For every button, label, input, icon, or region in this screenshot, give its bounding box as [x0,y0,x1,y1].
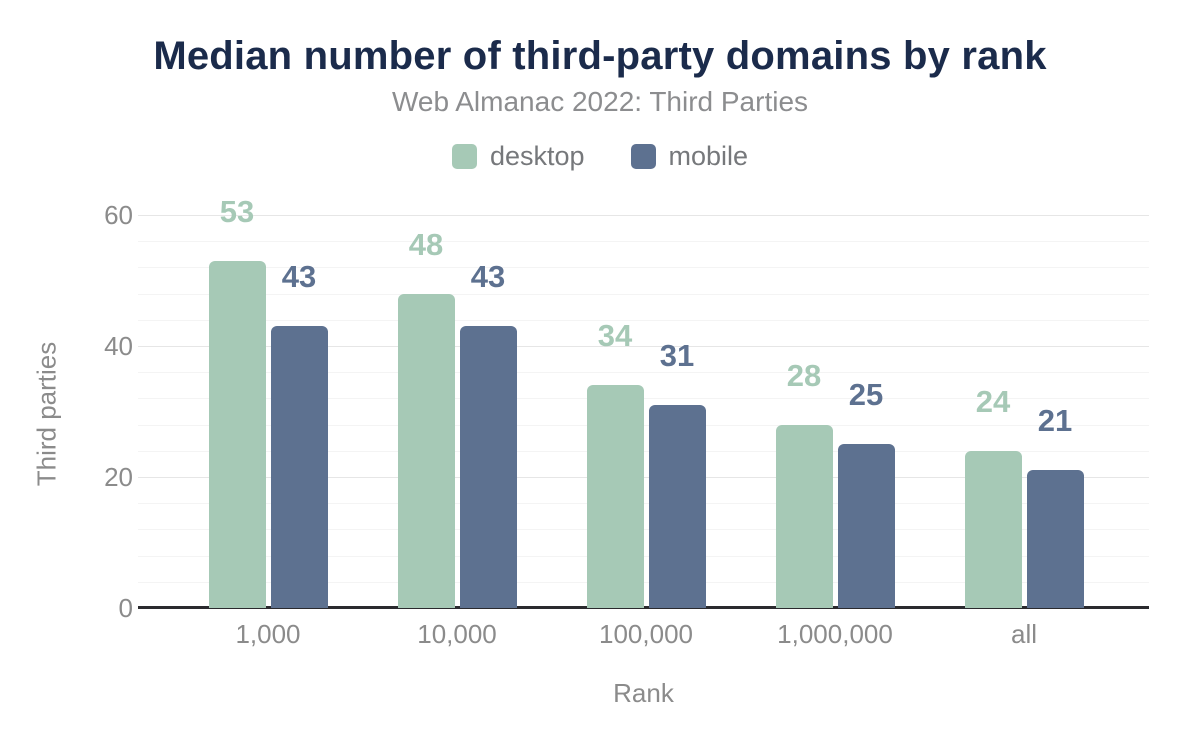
bar-mobile-100-000 [648,404,706,608]
chart-title: Median number of third-party domains by … [153,34,1047,78]
x-axis-tick-label-100-000: 100,000 [599,619,693,649]
minor-gridline [138,372,1149,374]
x-axis-tick-label-1-000: 1,000 [235,619,301,649]
data-label-mobile-all: 21 [1037,403,1073,439]
minor-gridline [138,529,1149,531]
minor-gridline [138,503,1149,505]
legend-swatch-mobile [630,144,656,169]
minor-gridline [138,319,1149,321]
data-label-mobile-1-000: 43 [281,259,317,295]
x-axis-title: Rank [613,678,674,708]
y-axis-title: Third parties [31,341,62,487]
bar-desktop-1-000 [208,260,266,608]
minor-gridline [138,241,1149,243]
y-axis-tick-label: 20 [104,462,133,492]
data-label-mobile-100-000: 31 [659,337,695,373]
legend: desktop mobile [0,141,1200,172]
x-axis-line [138,606,1149,609]
data-label-mobile-10-000: 43 [470,259,506,295]
data-label-mobile-1-000-000: 25 [848,377,884,413]
legend-item-label: desktop [489,141,585,171]
minor-gridline [138,555,1149,557]
minor-gridline [138,293,1149,295]
major-gridline [138,215,1149,216]
x-axis-tick-label-10-000: 10,000 [417,619,497,649]
data-label-desktop-all: 24 [975,383,1011,419]
y-axis-tick-label: 40 [104,331,133,361]
data-label-desktop-100-000: 34 [597,318,633,354]
data-label-desktop-10-000: 48 [408,226,444,262]
bar-desktop-1-000-000 [775,424,833,608]
bar-mobile-1-000-000 [837,444,895,608]
y-axis-tick-label: 0 [118,593,133,623]
x-axis-tick-label-1-000-000: 1,000,000 [777,619,893,649]
legend-item-desktop[interactable]: desktop [451,141,585,172]
data-label-desktop-1-000-000: 28 [786,357,822,393]
bar-mobile-1-000 [270,326,328,608]
bar-desktop-10-000 [397,293,455,608]
y-axis-tick-label: 60 [104,200,133,230]
minor-gridline [138,450,1149,452]
legend-swatch-desktop [451,144,477,169]
legend-item-mobile[interactable]: mobile [630,141,749,172]
x-axis-tick-label-all: all [1010,619,1037,649]
major-gridline [138,477,1149,478]
minor-gridline [138,267,1149,269]
minor-gridline [138,581,1149,583]
data-label-desktop-1-000: 53 [219,193,255,229]
bar-desktop-100-000 [586,385,644,608]
bar-desktop-all [964,450,1022,608]
bar-mobile-all [1026,470,1084,608]
minor-gridline [138,424,1149,426]
major-gridline [138,346,1149,347]
minor-gridline [138,398,1149,400]
chart-subtitle: Web Almanac 2022: Third Parties [391,86,809,117]
legend-item-label: mobile [668,141,749,171]
bar-mobile-10-000 [459,326,517,608]
